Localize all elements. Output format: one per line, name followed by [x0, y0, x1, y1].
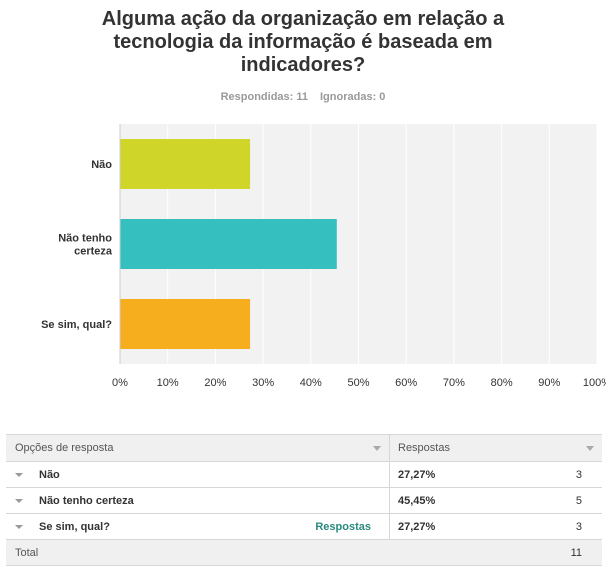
answered-count: Respondidas: 11 — [220, 91, 308, 103]
option-count: 3 — [575, 468, 582, 481]
option-percent: 27,27% — [398, 520, 436, 533]
question-title-line-1: Alguma ação da organização em relação a — [101, 8, 505, 30]
bar — [120, 139, 251, 189]
total-row: Total 11 — [6, 540, 602, 566]
bar — [120, 219, 337, 269]
option-label: Não — [39, 468, 60, 481]
category-label: Não tenho certeza — [58, 233, 113, 258]
sort-option-icon[interactable] — [373, 446, 381, 451]
bar — [120, 299, 251, 349]
x-tick-label: 90% — [538, 377, 560, 389]
option-column-header[interactable]: Opções de resposta — [6, 435, 390, 461]
x-tick-label: 70% — [443, 377, 465, 389]
view-responses-link[interactable]: Respostas — [315, 520, 371, 533]
question-title-line-3: indicadores? — [240, 54, 366, 76]
category-label: Se sim, qual? — [41, 319, 112, 331]
option-column-label: Opções de resposta — [15, 442, 114, 454]
bar-chart: 0% 10% 20% 30% 40% 50% 60% 70% 80% 90% 100% Não Não … — [41, 124, 606, 389]
response-table: Opções de resposta Respostas Não 27,27% … — [6, 434, 602, 566]
option-label: Não tenho certeza — [39, 494, 134, 507]
table-header-row: Opções de resposta Respostas — [6, 435, 602, 462]
question-title-line-2: tecnologia da informação é baseada em — [113, 31, 493, 53]
skipped-count: Ignoradas: 0 — [320, 91, 386, 103]
x-tick-label: 20% — [204, 377, 226, 389]
expand-row-icon[interactable] — [15, 525, 23, 529]
x-tick-label: 30% — [252, 377, 274, 389]
expand-row-icon[interactable] — [15, 473, 23, 477]
option-percent: 45,45% — [398, 494, 436, 507]
option-count: 3 — [575, 520, 582, 533]
responses-column-label: Respostas — [398, 442, 450, 454]
question-title: Alguma ação da organização em relação a … — [0, 8, 606, 77]
option-count: 5 — [575, 494, 582, 507]
table-row: Se sim, qual? Respostas 27,27% 3 — [6, 514, 602, 540]
x-tick-label: 50% — [347, 377, 369, 389]
option-label: Se sim, qual? — [39, 520, 110, 533]
x-tick-label: 0% — [112, 377, 128, 389]
expand-row-icon[interactable] — [15, 499, 23, 503]
responses-column-header[interactable]: Respostas — [390, 435, 602, 461]
x-tick-label: 100% — [583, 377, 606, 389]
category-label: Não — [91, 159, 112, 171]
total-label: Total — [15, 546, 39, 559]
table-row: Não 27,27% 3 — [6, 462, 602, 488]
total-count: 11 — [570, 546, 582, 559]
x-tick-label: 60% — [395, 377, 417, 389]
table-row: Não tenho certeza 45,45% 5 — [6, 488, 602, 514]
response-stats: Respondidas: 11 Ignoradas: 0 — [0, 91, 606, 103]
x-tick-label: 80% — [491, 377, 513, 389]
option-percent: 27,27% — [398, 468, 436, 481]
x-tick-label: 10% — [157, 377, 179, 389]
x-tick-label: 40% — [300, 377, 322, 389]
sort-responses-icon[interactable] — [586, 446, 594, 451]
